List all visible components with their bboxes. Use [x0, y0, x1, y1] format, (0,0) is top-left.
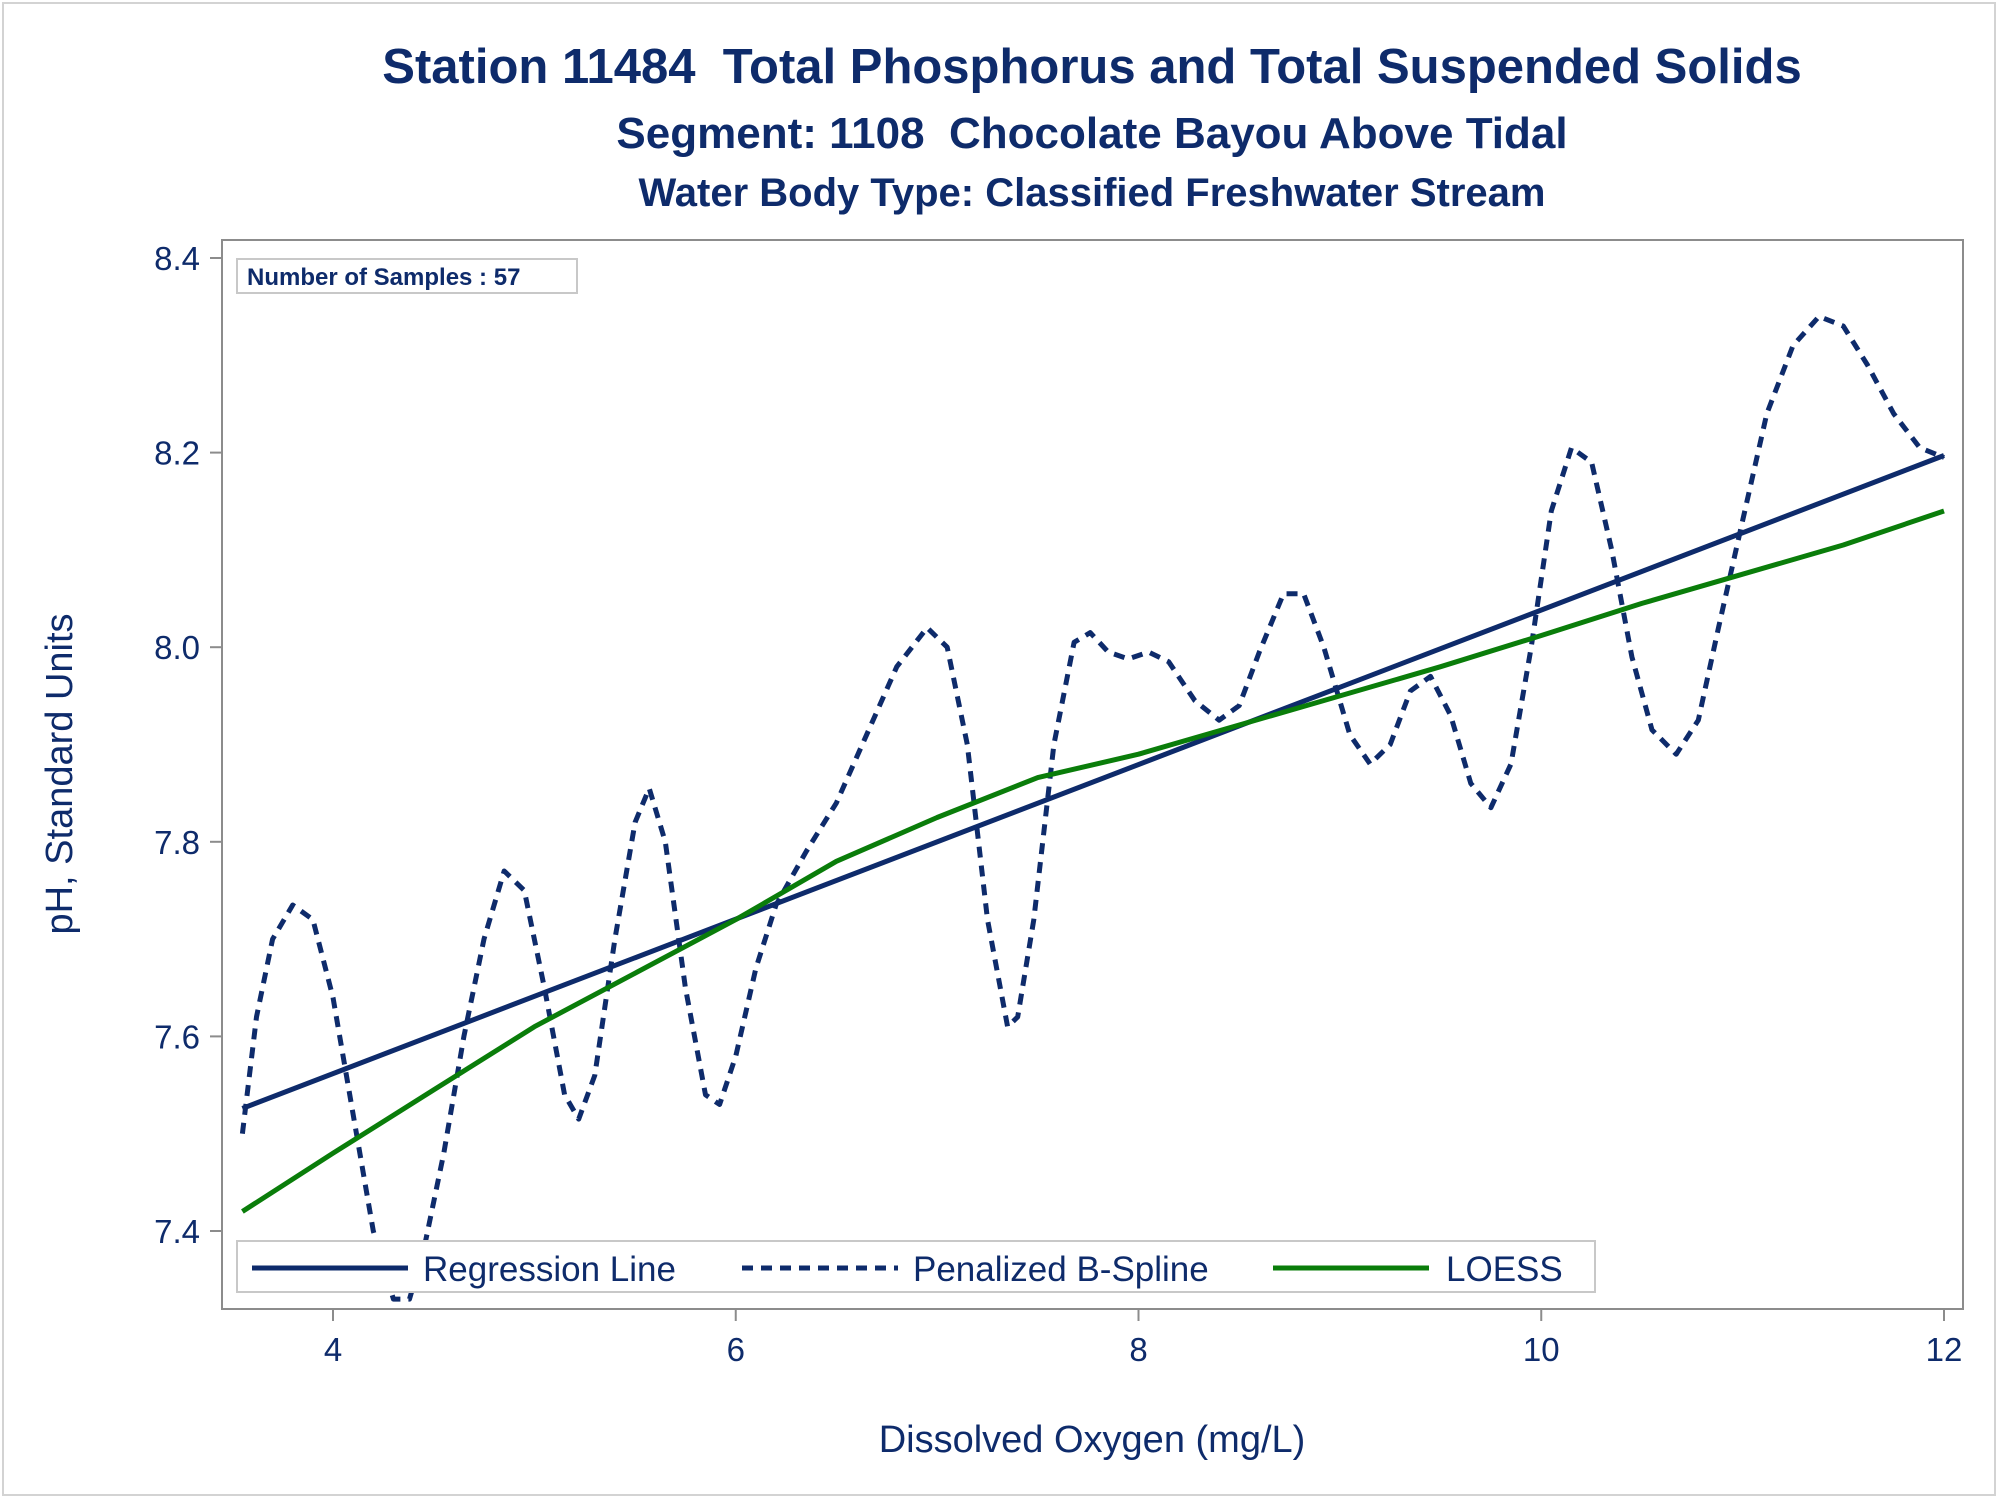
x-axis: 4 6 8 10 12 — [324, 1309, 1963, 1368]
regression-line — [241, 453, 1945, 1111]
y-tick-label: 8.0 — [154, 629, 200, 666]
x-tick-label: 10 — [1523, 1331, 1560, 1368]
legend-label-regression: Regression Line — [423, 1250, 676, 1289]
x-tick-label: 6 — [727, 1331, 745, 1368]
x-axis-label: Dissolved Oxygen (mg/L) — [879, 1419, 1306, 1461]
chart-subtitle-2: Water Body Type: Classified Freshwater S… — [639, 171, 1546, 215]
y-axis: 7.4 7.6 7.8 8.0 8.2 8.4 — [154, 240, 222, 1250]
legend-label-loess: LOESS — [1446, 1250, 1563, 1289]
series-layer — [239, 313, 1945, 1302]
sample-count-text: Number of Samples : 57 — [247, 264, 520, 291]
legend-label-spline: Penalized B-Spline — [913, 1250, 1209, 1289]
y-tick-label: 7.4 — [154, 1213, 200, 1250]
y-tick-label: 8.2 — [154, 435, 200, 472]
x-tick-label: 8 — [1129, 1331, 1147, 1368]
y-tick-label: 7.8 — [154, 824, 200, 861]
chart-subtitle: Segment: 1108 Chocolate Bayou Above Tida… — [616, 109, 1567, 158]
sample-count-box — [236, 258, 578, 294]
plot-area — [221, 239, 1964, 1310]
y-tick-label: 8.4 — [154, 240, 200, 277]
chart-title: Station 11484 Total Phosphorus and Total… — [382, 40, 1801, 94]
y-tick-label: 7.6 — [154, 1018, 200, 1055]
loess-curve — [241, 508, 1945, 1214]
legend: Regression Line Penalized B-Spline LOESS — [236, 1240, 1596, 1293]
x-tick-label: 4 — [324, 1331, 342, 1368]
y-axis-label: pH, Standard Units — [39, 613, 81, 934]
penalized-b-spline — [239, 313, 1945, 1302]
x-tick-label: 12 — [1926, 1331, 1963, 1368]
